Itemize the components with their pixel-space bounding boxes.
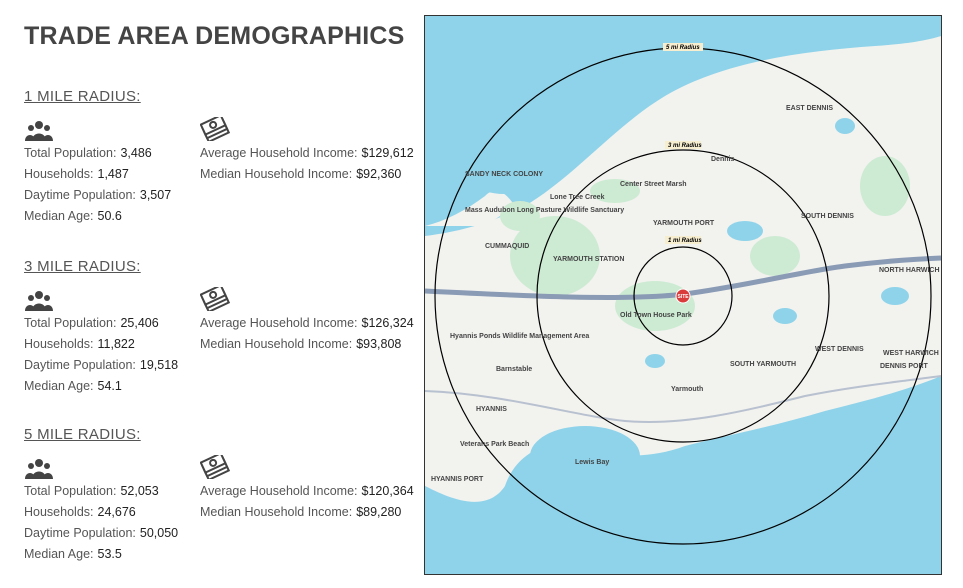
place-label: HYANNIS — [476, 406, 507, 413]
money-stack-icon — [199, 283, 231, 316]
ring-3-mile — [536, 149, 830, 443]
place-label: Lone Tree Creek — [550, 194, 605, 201]
median-age-row: Median Age: 53.5 — [24, 547, 122, 561]
total-population-row: Total Population: 3,486 — [24, 146, 152, 160]
place-label: Old Town House Park — [620, 312, 692, 319]
section-heading: 3 MILE RADIUS: — [24, 258, 141, 275]
place-label: Mass Audubon Long Pasture Wildlife Sanct… — [465, 207, 624, 214]
place-label: SANDY NECK COLONY — [465, 171, 543, 178]
households-row: Households: 1,487 — [24, 167, 129, 181]
place-label: WEST HARWICH — [883, 350, 939, 357]
radius-label-5: 5 mi Radius — [663, 43, 703, 51]
place-label: EAST DENNIS — [786, 105, 833, 112]
land-cape — [425, 36, 941, 502]
section-heading: 5 MILE RADIUS: — [24, 426, 141, 443]
page-title: TRADE AREA DEMOGRAPHICS — [24, 22, 405, 50]
people-group-icon — [24, 121, 54, 146]
radius-section: 1 MILE RADIUS: Total Population: 3,486 Ho… — [24, 88, 414, 223]
households-row: Households: 24,676 — [24, 505, 136, 519]
households-row: Households: 11,822 — [24, 337, 135, 351]
median-age-row: Median Age: 54.1 — [24, 379, 122, 393]
avg-income-row: Average Household Income: $129,612 — [200, 146, 414, 160]
place-label: CUMMAQUID — [485, 243, 529, 250]
total-population-row: Total Population: 52,053 — [24, 484, 159, 498]
people-group-icon — [24, 459, 54, 484]
money-stack-icon — [199, 451, 231, 484]
land-west — [425, 190, 515, 226]
road-route-28 — [425, 375, 941, 423]
place-label: Veterans Park Beach — [460, 441, 529, 448]
svg-text:5 mi Radius: 5 mi Radius — [666, 45, 700, 51]
water-sound — [425, 16, 941, 201]
place-label: SOUTH YARMOUTH — [730, 361, 796, 368]
svg-text:3 mi Radius: 3 mi Radius — [668, 143, 702, 149]
place-label: DENNIS PORT — [880, 363, 929, 370]
trade-area-map[interactable]: 1 mi Radius 3 mi Radius 5 mi Radius SITE… — [424, 15, 942, 575]
radius-section: 5 MILE RADIUS: Total Population: 52,053 H… — [24, 426, 414, 561]
ring-1-mile — [633, 246, 733, 346]
place-label: Center Street Marsh — [620, 181, 687, 188]
place-label: WEST DENNIS — [815, 346, 864, 353]
place-label: SOUTH DENNIS — [801, 213, 854, 220]
median-income-row: Median Household Income: $93,808 — [200, 337, 402, 351]
people-group-icon — [24, 291, 54, 316]
place-label: Lewis Bay — [575, 459, 609, 466]
median-age-row: Median Age: 50.6 — [24, 209, 122, 223]
place-label: Yarmouth — [671, 386, 703, 393]
highway-route-6 — [425, 255, 941, 300]
radius-label-1: 1 mi Radius — [665, 236, 702, 244]
place-label: YARMOUTH PORT — [653, 220, 715, 227]
radius-label-3: 3 mi Radius — [665, 141, 702, 149]
radius-section: 3 MILE RADIUS: Total Population: 25,406 H… — [24, 258, 414, 393]
section-heading: 1 MILE RADIUS: — [24, 88, 141, 105]
svg-text:1 mi Radius: 1 mi Radius — [668, 238, 702, 244]
avg-income-row: Average Household Income: $126,324 — [200, 316, 414, 330]
median-income-row: Median Household Income: $92,360 — [200, 167, 402, 181]
money-stack-icon — [199, 113, 231, 146]
total-population-row: Total Population: 25,406 — [24, 316, 159, 330]
place-label: Barnstable — [496, 366, 532, 373]
daytime-population-row: Daytime Population: 50,050 — [24, 526, 179, 540]
avg-income-row: Average Household Income: $120,364 — [200, 484, 414, 498]
place-label: NORTH HARWICH — [879, 267, 940, 274]
daytime-population-row: Daytime Population: 3,507 — [24, 188, 172, 202]
median-income-row: Median Household Income: $89,280 — [200, 505, 402, 519]
site-marker[interactable]: SITE — [675, 288, 691, 304]
daytime-population-row: Daytime Population: 19,518 — [24, 358, 179, 372]
ponds — [530, 118, 909, 486]
place-label: YARMOUTH STATION — [553, 256, 624, 263]
place-label: Hyannis Ponds Wildlife Management Area — [450, 333, 589, 340]
place-label: HYANNIS PORT — [431, 476, 484, 483]
place-label: Dennis — [711, 156, 734, 163]
svg-text:SITE: SITE — [678, 294, 690, 300]
